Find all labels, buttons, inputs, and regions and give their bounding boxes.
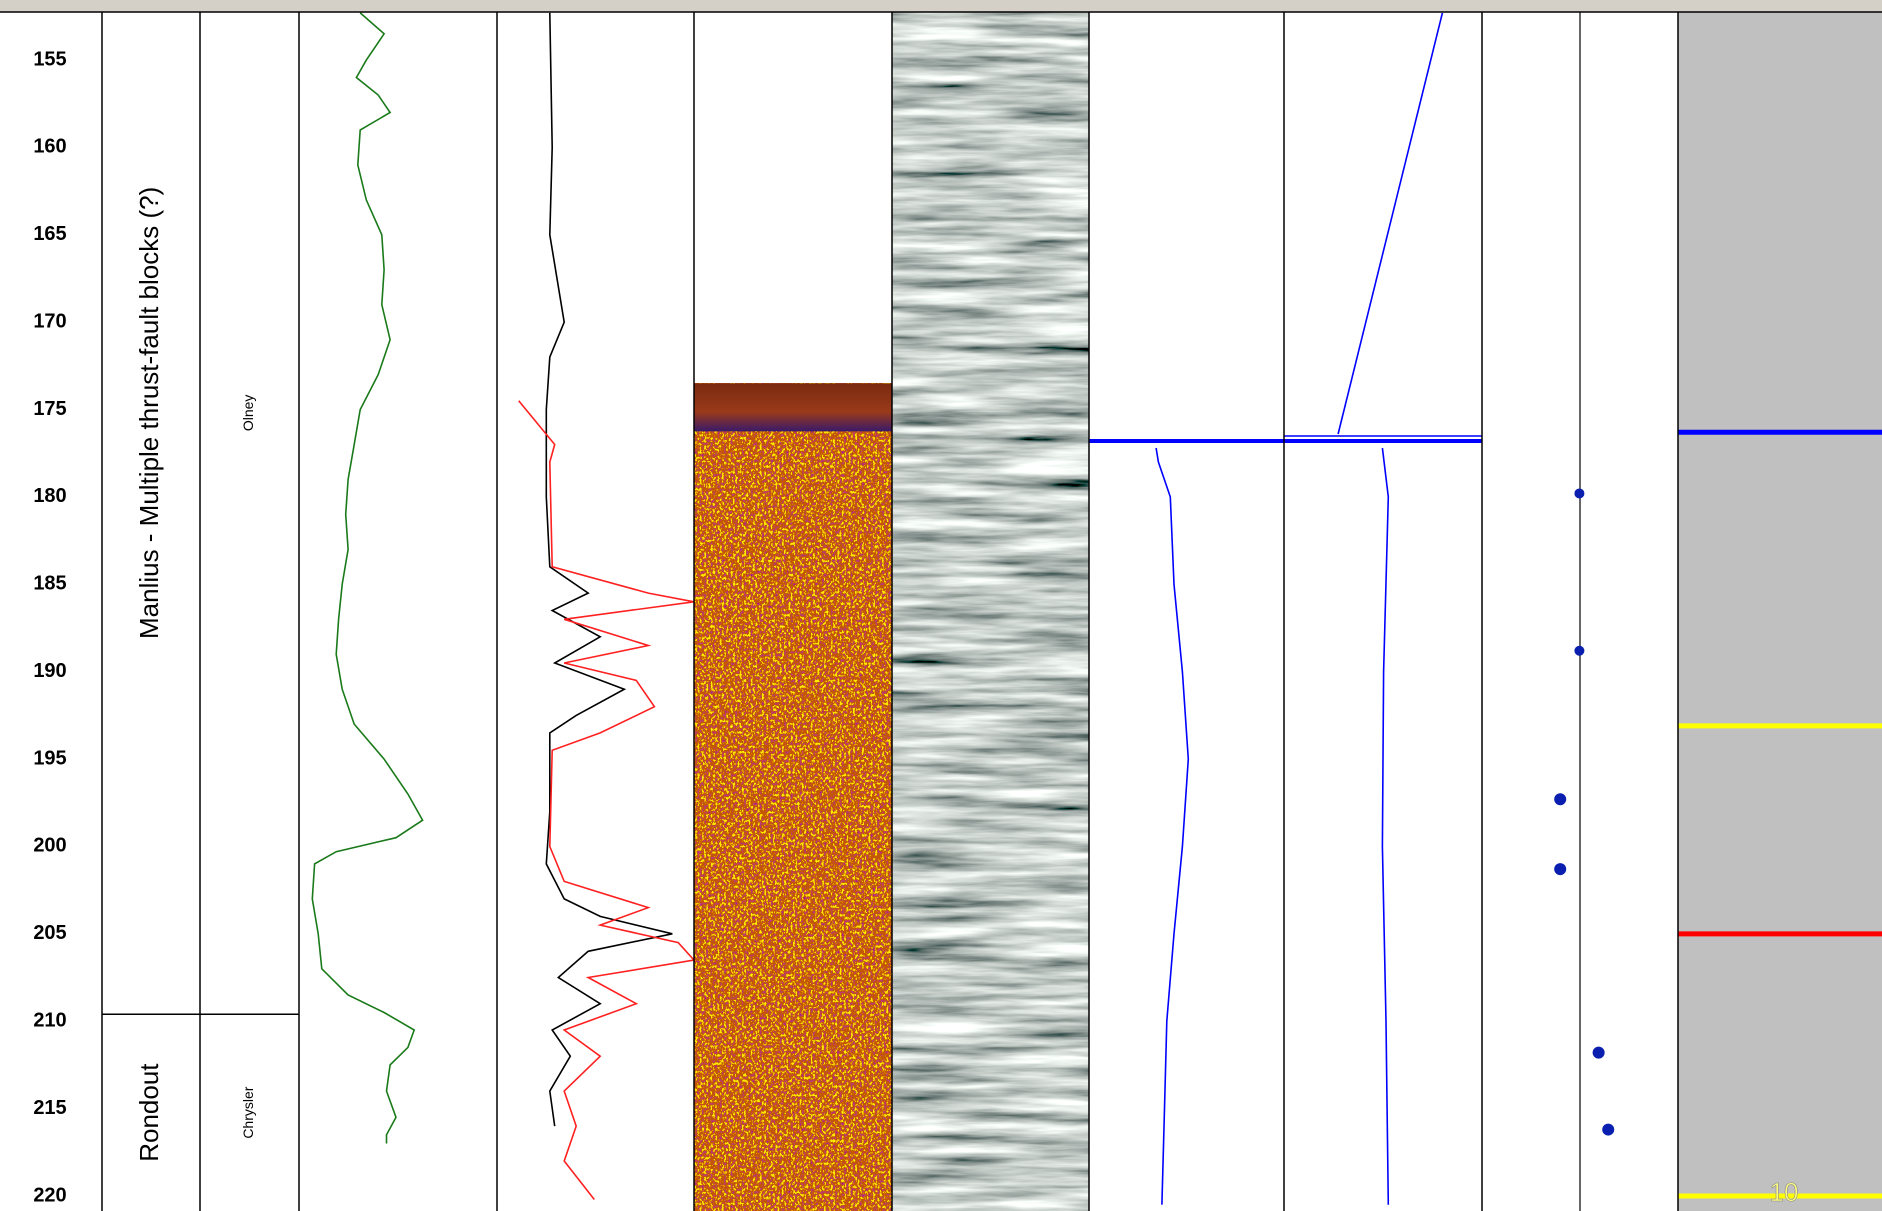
depth-tick-label: 170 [33,310,66,332]
depth-tick-label: 160 [33,136,66,158]
depth-tick-label: 220 [33,1184,66,1206]
log-curve [1382,448,1388,1205]
depth-tick-label: 190 [33,660,66,682]
depth-tick-label: 155 [33,48,66,70]
depth-tick-label: 200 [33,835,66,857]
log-curve [546,13,672,1126]
page: {"chart_data": { "type": "well-log", "yl… [0,0,1882,1211]
dip-point [1554,863,1566,875]
depth-tick-label: 205 [33,922,66,944]
depth-tick-label: 165 [33,223,66,245]
depth-tick-label: 215 [33,1097,66,1119]
fe-image [694,383,892,1211]
depth-tick-label: 195 [33,747,66,769]
log-curve [1156,448,1188,1205]
marker-track [1678,12,1882,1211]
depth-tick-label: 210 [33,1009,66,1031]
dip-point [1574,646,1584,656]
core-image [892,12,1089,1211]
marker-label: 10 [1770,1177,1799,1207]
dip-point [1574,488,1584,498]
log-curve [519,401,694,1200]
depth-tick-label: 175 [33,398,66,420]
log-curve [312,13,422,1144]
member-name: Olney [240,395,256,432]
well-log: 155 160 165 170 175 180 185 190 195 200 205 210 215 2… [0,0,1882,1211]
dip-point [1602,1124,1614,1136]
formation-name: Rondout [134,1063,164,1162]
window-frame [0,0,1882,12]
depth-tick-label: 185 [33,573,66,595]
log-curve [1338,13,1442,434]
dip-point [1554,793,1566,805]
member-name: Chrysler [240,1086,256,1138]
fe-image-top-band [694,383,892,431]
depth-tick-label: 180 [33,485,66,507]
formation-name: Manlius - Multiple thrust-fault blocks (… [134,187,164,639]
dip-point [1593,1047,1605,1059]
